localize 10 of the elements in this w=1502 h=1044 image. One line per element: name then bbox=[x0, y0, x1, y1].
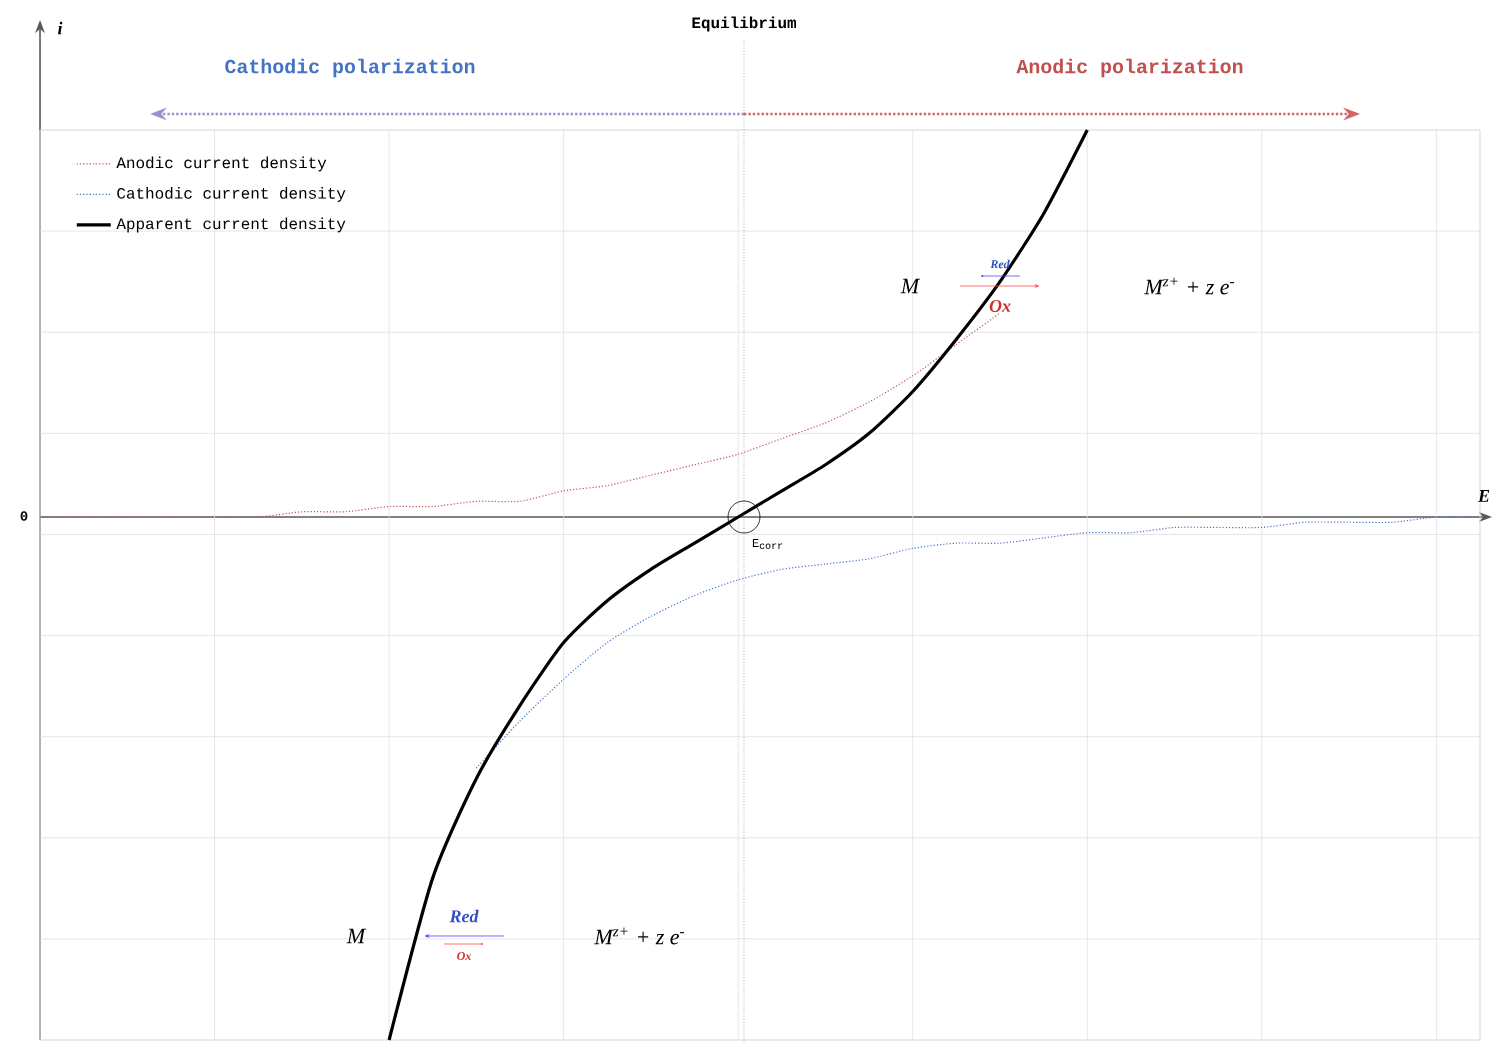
annotation: E bbox=[1477, 489, 1490, 502]
annotation: M$^{z+}$ + z e$^{-}$ bbox=[594, 927, 685, 945]
annotation: M$^{z+}$ + z e$^{-}$ bbox=[1144, 277, 1235, 295]
text: Cathodic polarization bbox=[225, 58, 475, 78]
annotation: M bbox=[346, 928, 367, 943]
annotation: M bbox=[900, 278, 921, 293]
text: Anodic polarization bbox=[1016, 58, 1243, 78]
annotation: Ox bbox=[989, 299, 1011, 312]
annotation: Red bbox=[449, 909, 479, 923]
text: i bbox=[57, 21, 63, 35]
